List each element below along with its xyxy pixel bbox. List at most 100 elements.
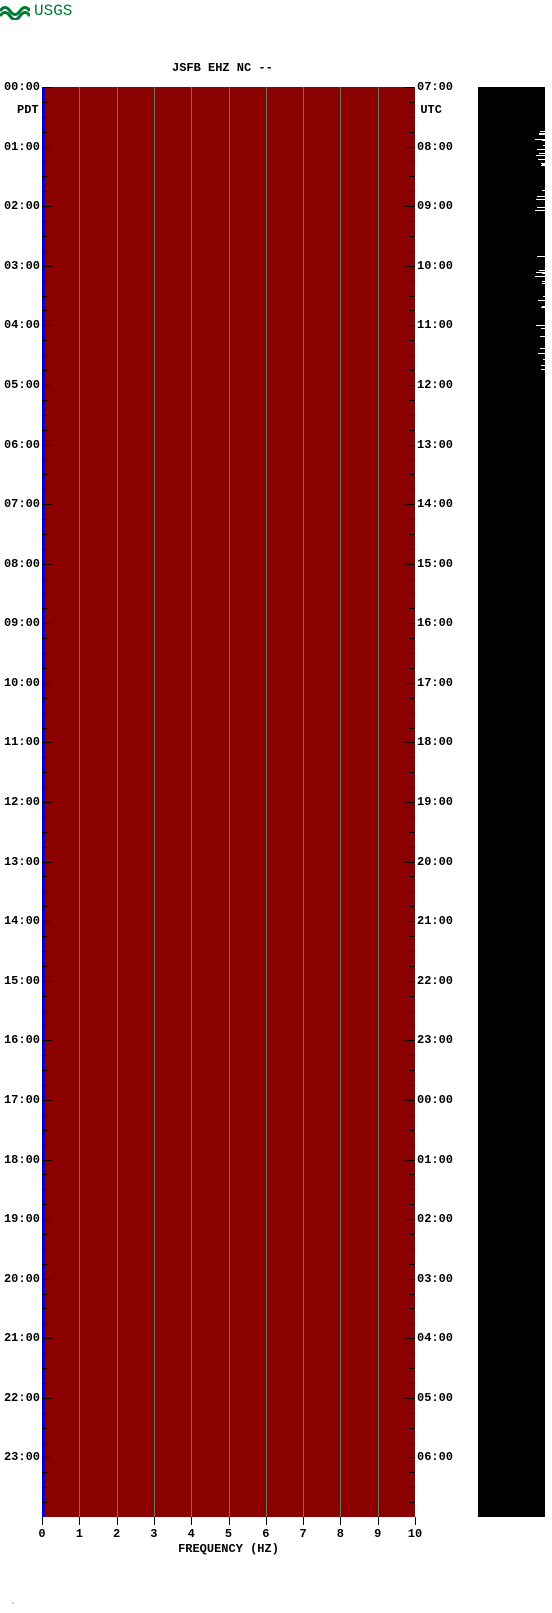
left-minor-tick [42, 1502, 47, 1503]
left-hour-label: 10:00 [4, 677, 40, 689]
right-minor-tick [410, 966, 415, 967]
right-hour-label: 08:00 [417, 141, 453, 153]
right-tick [405, 266, 415, 267]
left-minor-tick [42, 1249, 47, 1250]
colorbar-accent [543, 296, 545, 297]
usgs-logo: USGS [0, 2, 72, 20]
left-minor-tick [42, 281, 47, 282]
left-hour-label: 00:00 [4, 81, 40, 93]
left-hour-label: 21:00 [4, 1332, 40, 1344]
right-minor-tick [410, 549, 415, 550]
x-tick-label: 4 [188, 1527, 195, 1541]
left-tick [42, 385, 52, 386]
x-tick [117, 1517, 118, 1525]
left-minor-tick [42, 593, 47, 594]
right-minor-tick [410, 1487, 415, 1488]
left-tick [42, 623, 52, 624]
right-hour-label: 07:00 [417, 81, 453, 93]
left-hour-label: 16:00 [4, 1034, 40, 1046]
right-minor-tick [410, 906, 415, 907]
right-tick [405, 325, 415, 326]
left-minor-tick [42, 787, 47, 788]
left-minor-tick [42, 817, 47, 818]
left-minor-tick [42, 296, 47, 297]
colorbar-accent [539, 153, 545, 154]
left-minor-tick [42, 757, 47, 758]
right-minor-tick [410, 430, 415, 431]
right-hour-label: 22:00 [417, 975, 453, 987]
right-hour-label: 03:00 [417, 1273, 453, 1285]
right-minor-tick [410, 1428, 415, 1429]
left-tick [42, 1040, 52, 1041]
right-hour-label: 14:00 [417, 498, 453, 510]
colorbar-accent [537, 256, 545, 257]
left-minor-tick [42, 1353, 47, 1354]
right-tick [405, 802, 415, 803]
right-tick [405, 742, 415, 743]
right-tick [405, 385, 415, 386]
right-minor-tick [410, 728, 415, 729]
left-minor-tick [42, 459, 47, 460]
colorbar-accent [535, 276, 545, 277]
left-hour-label: 20:00 [4, 1273, 40, 1285]
right-minor-tick [410, 1368, 415, 1369]
right-tick [405, 1398, 415, 1399]
left-minor-tick [42, 340, 47, 341]
right-hour-label: 05:00 [417, 1392, 453, 1404]
right-minor-tick [410, 1472, 415, 1473]
left-minor-tick [42, 251, 47, 252]
gridline [378, 87, 379, 1517]
left-hour-label: 07:00 [4, 498, 40, 510]
left-hour-label: 11:00 [4, 736, 40, 748]
right-minor-tick [410, 296, 415, 297]
left-hour-label: 09:00 [4, 617, 40, 629]
right-hour-label: 23:00 [417, 1034, 453, 1046]
right-minor-tick [410, 1115, 415, 1116]
right-minor-tick [410, 400, 415, 401]
right-minor-tick [410, 340, 415, 341]
left-tick [42, 504, 52, 505]
left-tick [42, 1457, 52, 1458]
left-minor-tick [42, 1115, 47, 1116]
right-tick [405, 623, 415, 624]
left-tick [42, 1338, 52, 1339]
right-hour-label: 18:00 [417, 736, 453, 748]
left-minor-tick [42, 1011, 47, 1012]
left-hour-label: 17:00 [4, 1094, 40, 1106]
left-minor-tick [42, 474, 47, 475]
left-minor-tick [42, 996, 47, 997]
colorbar-accent [535, 210, 545, 211]
right-minor-tick [410, 1130, 415, 1131]
right-tick [405, 1338, 415, 1339]
right-hour-label: 19:00 [417, 796, 453, 808]
right-hour-label: 15:00 [417, 558, 453, 570]
left-minor-tick [42, 579, 47, 580]
left-minor-tick [42, 519, 47, 520]
right-minor-tick [410, 638, 415, 639]
left-minor-tick [42, 117, 47, 118]
right-minor-tick [410, 161, 415, 162]
right-minor-tick [410, 1353, 415, 1354]
colorbar-accent [536, 325, 545, 326]
right-minor-tick [410, 132, 415, 133]
x-tick-label: 9 [374, 1527, 381, 1541]
right-minor-tick [410, 459, 415, 460]
right-minor-tick [410, 474, 415, 475]
x-tick [42, 1517, 43, 1525]
right-minor-tick [410, 772, 415, 773]
right-hour-label: 13:00 [417, 439, 453, 451]
left-minor-tick [42, 1428, 47, 1429]
x-tick [303, 1517, 304, 1525]
gridline [79, 87, 80, 1517]
gridline [154, 87, 155, 1517]
right-hour-label: 17:00 [417, 677, 453, 689]
colorbar-accent [542, 283, 545, 284]
colorbar-accent [539, 134, 545, 135]
left-tick [42, 742, 52, 743]
left-minor-tick [42, 936, 47, 937]
right-minor-tick [410, 713, 415, 714]
right-minor-tick [410, 1413, 415, 1414]
left-minor-tick [42, 161, 47, 162]
gridline [191, 87, 192, 1517]
colorbar-accent [538, 159, 545, 160]
